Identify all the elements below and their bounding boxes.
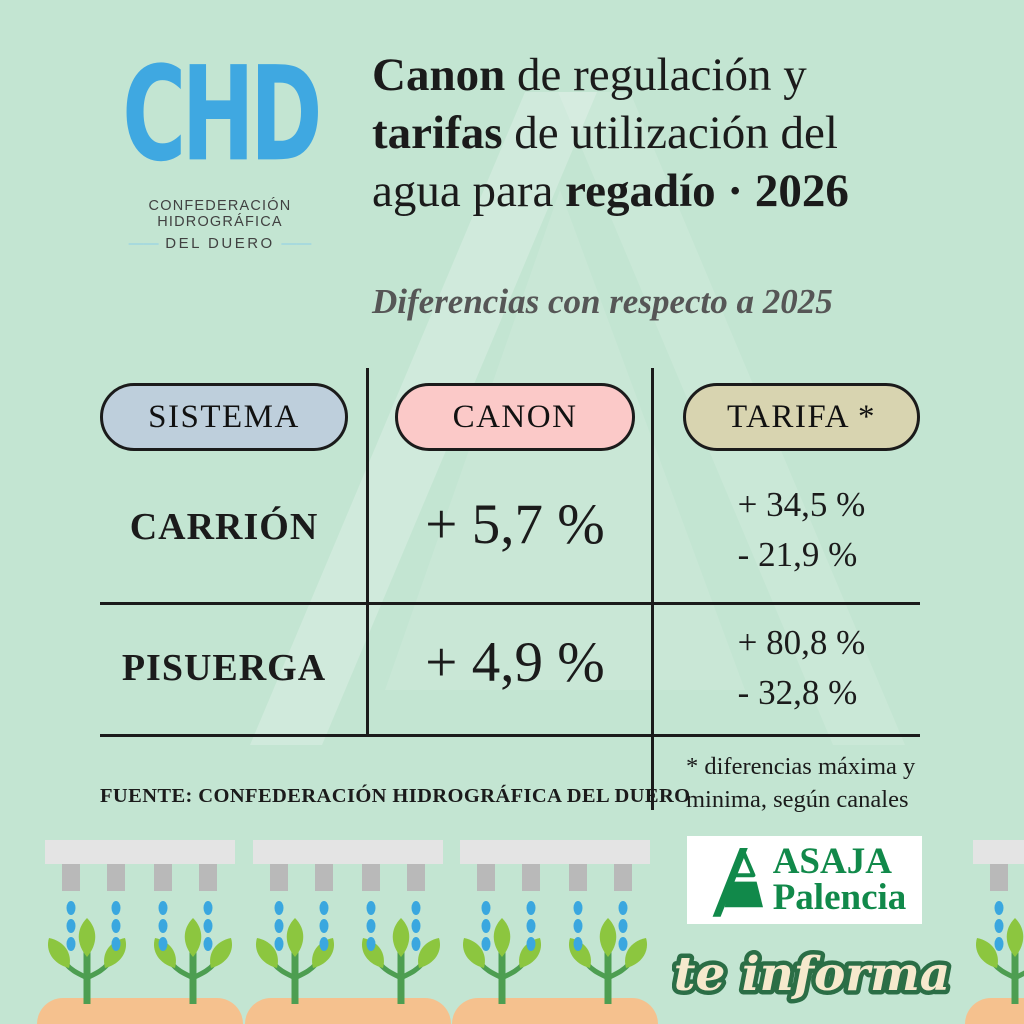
page-title: Canon de regulación y tarifas de utiliza… (372, 46, 972, 220)
asaja-line-1: ASAJA (772, 841, 892, 882)
column-divider-2 (651, 368, 654, 810)
table-row-1-tarifa: + 34,5 % - 21,9 % (683, 480, 920, 580)
chd-del-duero: DEL DUERO (165, 235, 275, 252)
table-row-2-tarifa-min: - 32,8 % (737, 673, 858, 712)
title-rest-2: de utilización del (502, 107, 838, 159)
table-row-2-tarifa: + 80,8 % - 32,8 % (683, 618, 920, 718)
asaja-wordmark: ASAJA Palencia (772, 841, 907, 918)
title-rest-3: agua para (372, 165, 566, 217)
table-row-1-tarifa-max: + 34,5 % (737, 485, 866, 524)
column-header-sistema: SISTEMA (100, 383, 348, 451)
column-header-canon: CANON (395, 383, 635, 451)
footnote-line-1: * diferencias máxima y (686, 753, 916, 780)
source-credit: FUENTE: CONFEDERACIÓN HIDROGRÁFICA DEL D… (100, 785, 691, 807)
chd-logo: CHD CONFEDERACIÓN HIDROGRÁFICA —— DEL DU… (90, 38, 350, 252)
table-row-1-sistema: CARRIÓN (129, 506, 319, 548)
column-divider-1 (366, 368, 369, 736)
tagline: te informa (672, 943, 952, 1007)
tagline-text: te informa (674, 947, 951, 1002)
asaja-triangle-icon (712, 848, 763, 917)
row-divider-2 (100, 734, 920, 737)
tarifa-footnote: * diferencias máxima y minima, según can… (686, 750, 915, 816)
asaja-line-2: Palencia (772, 877, 907, 918)
title-line-1: Canon de regulación y (372, 46, 972, 104)
page-subtitle: Diferencias con respecto a 2025 (372, 282, 833, 321)
title-bold-tarifas: tarifas (372, 107, 503, 159)
title-line-3: agua para regadío · 2026 (372, 162, 972, 220)
asaja-palencia-logo: ASAJA Palencia (687, 836, 922, 924)
title-line-2: tarifas de utilización del (372, 104, 972, 162)
title-bold-canon: Canon (372, 49, 506, 101)
chd-org-name: CONFEDERACIÓN HIDROGRÁFICA (148, 198, 292, 230)
table-row-2-tarifa-max: + 80,8 % (737, 623, 866, 662)
table-row-1-tarifa-min: - 21,9 % (737, 535, 858, 574)
dash-left: —— (128, 235, 159, 252)
footnote-line-2: minima, según canales (686, 786, 909, 813)
dash-right: —— (281, 235, 312, 252)
row-divider-1 (100, 602, 920, 605)
table-row-2-canon: + 4,9 % (425, 631, 605, 694)
column-header-tarifa: TARIFA * (683, 383, 920, 451)
title-rest-1: de regulación y (505, 49, 807, 101)
chd-org-subname: —— DEL DUERO —— (90, 235, 350, 252)
table-row-1-canon: + 5,7 % (425, 493, 605, 556)
title-bold-regadio-2026: regadío · 2026 (565, 165, 849, 217)
table-row-2-sistema: PISUERGA (121, 647, 327, 689)
chd-logo-acronym: CHD (122, 38, 322, 191)
